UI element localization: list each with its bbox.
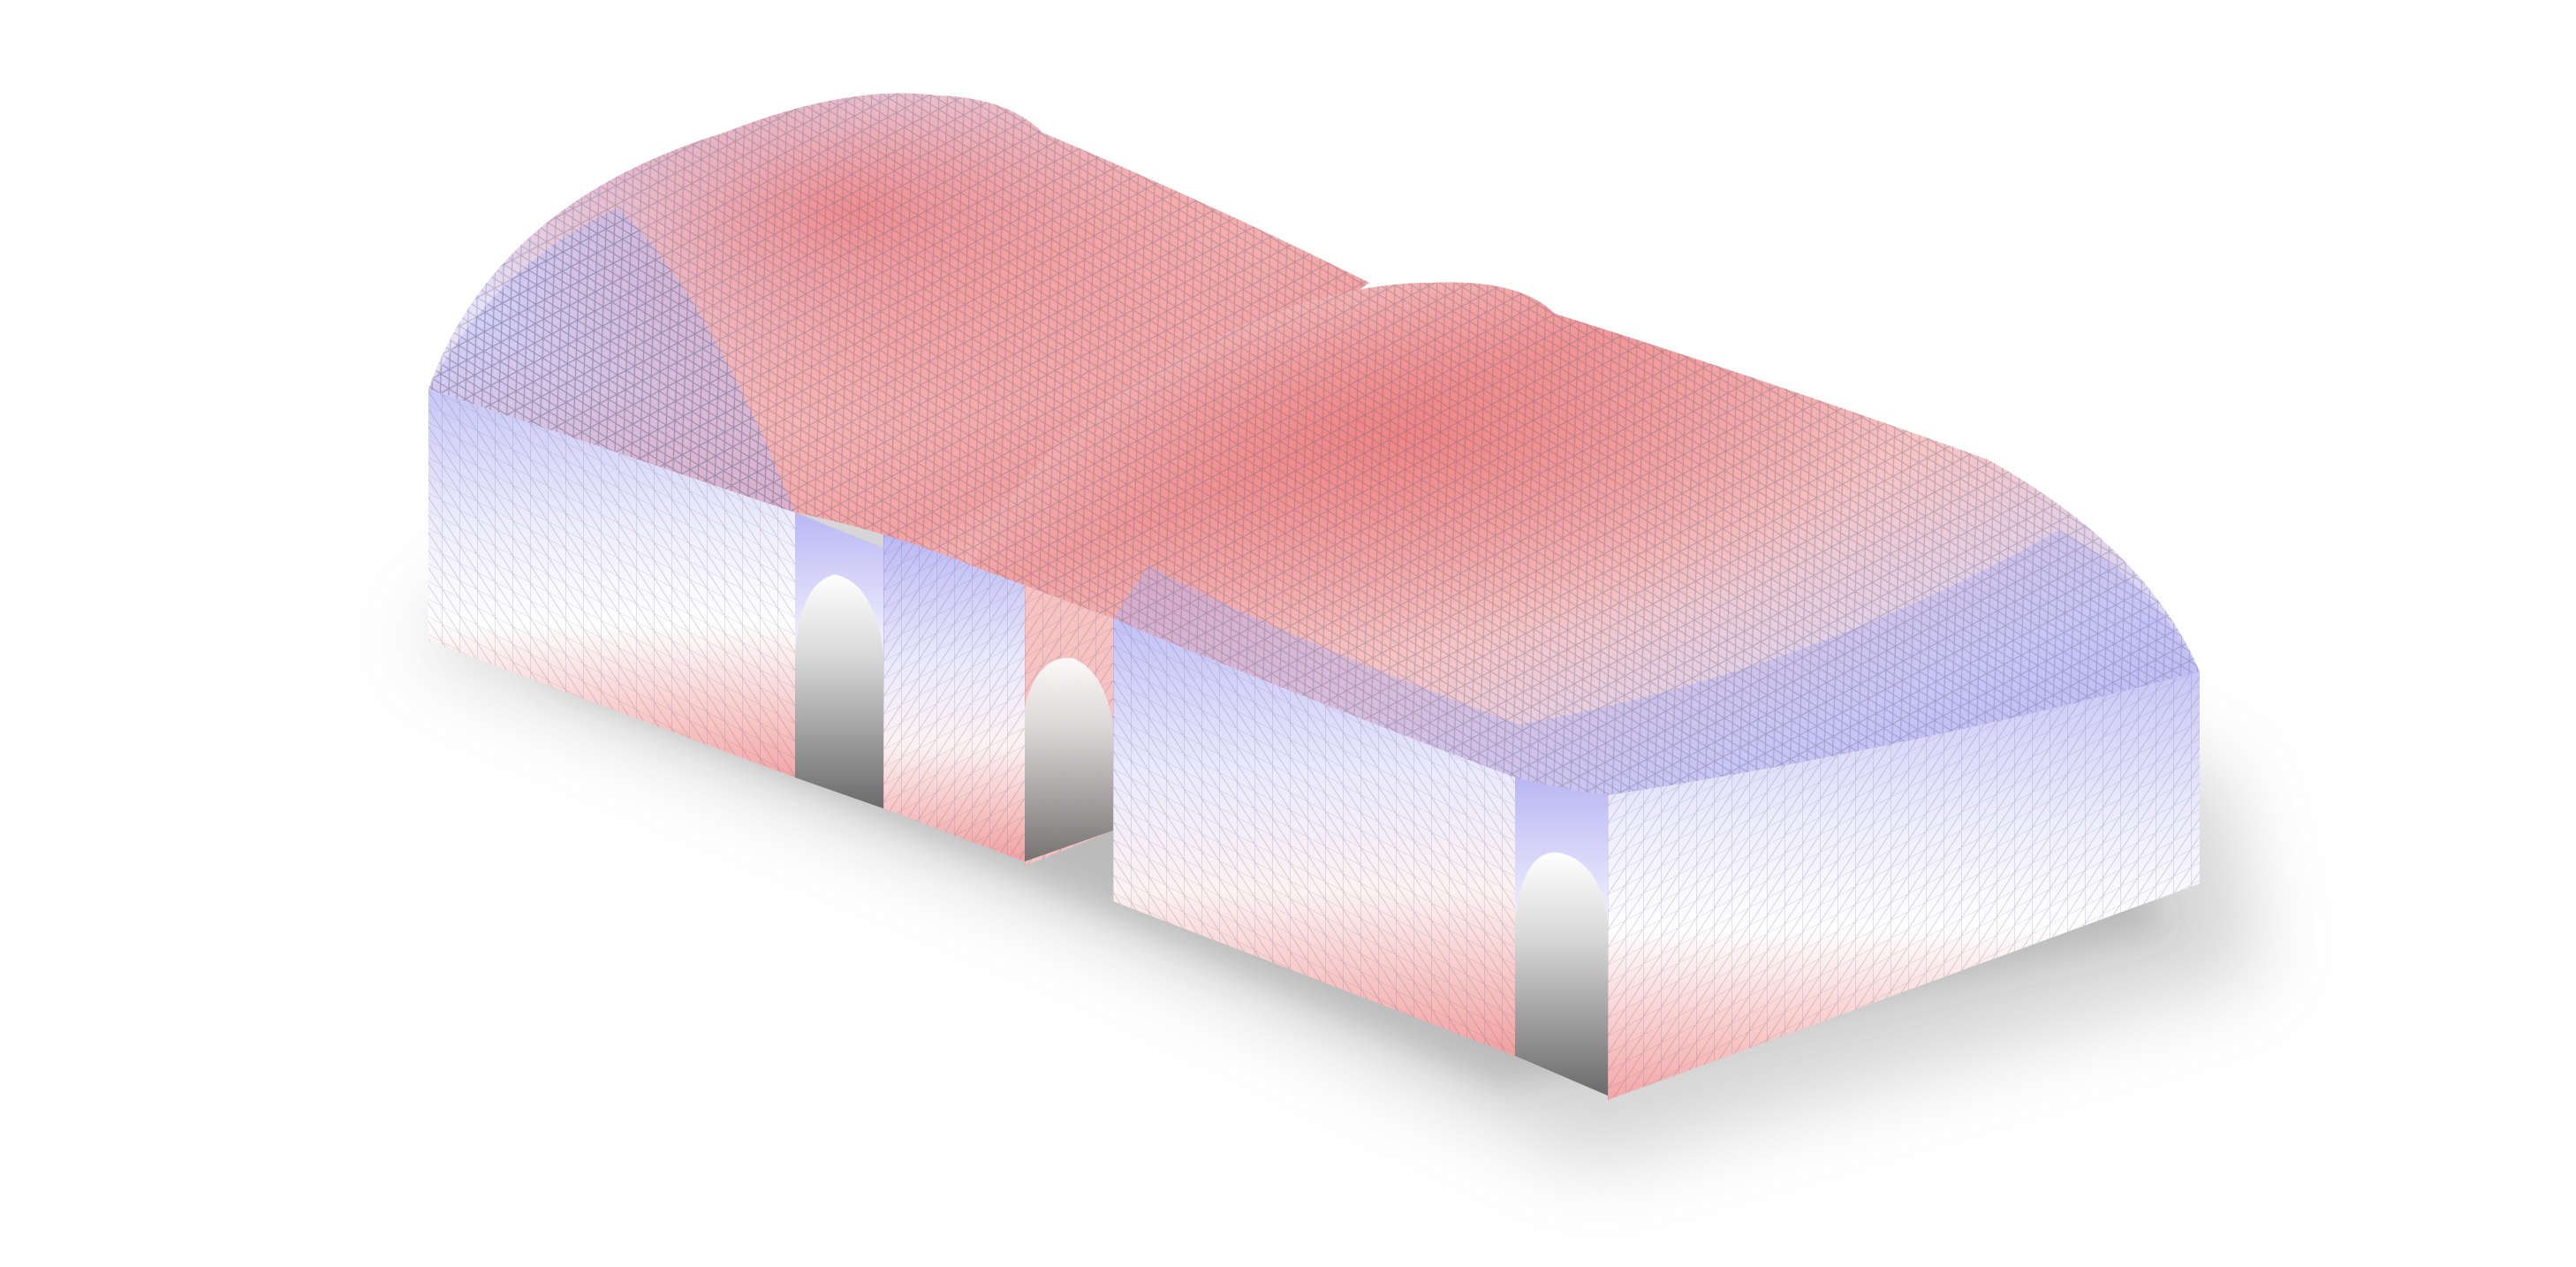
right-arch-opening	[1515, 852, 1608, 1096]
right-bay-front-wall	[1113, 583, 1515, 1056]
right-bay	[972, 282, 2200, 1100]
left-bay-front-wall	[428, 389, 795, 778]
right-bay-vault-roof	[972, 282, 2200, 795]
left-bay	[428, 93, 1369, 866]
left-arch-opening	[795, 574, 883, 808]
middle-arch-opening	[1025, 657, 1113, 861]
